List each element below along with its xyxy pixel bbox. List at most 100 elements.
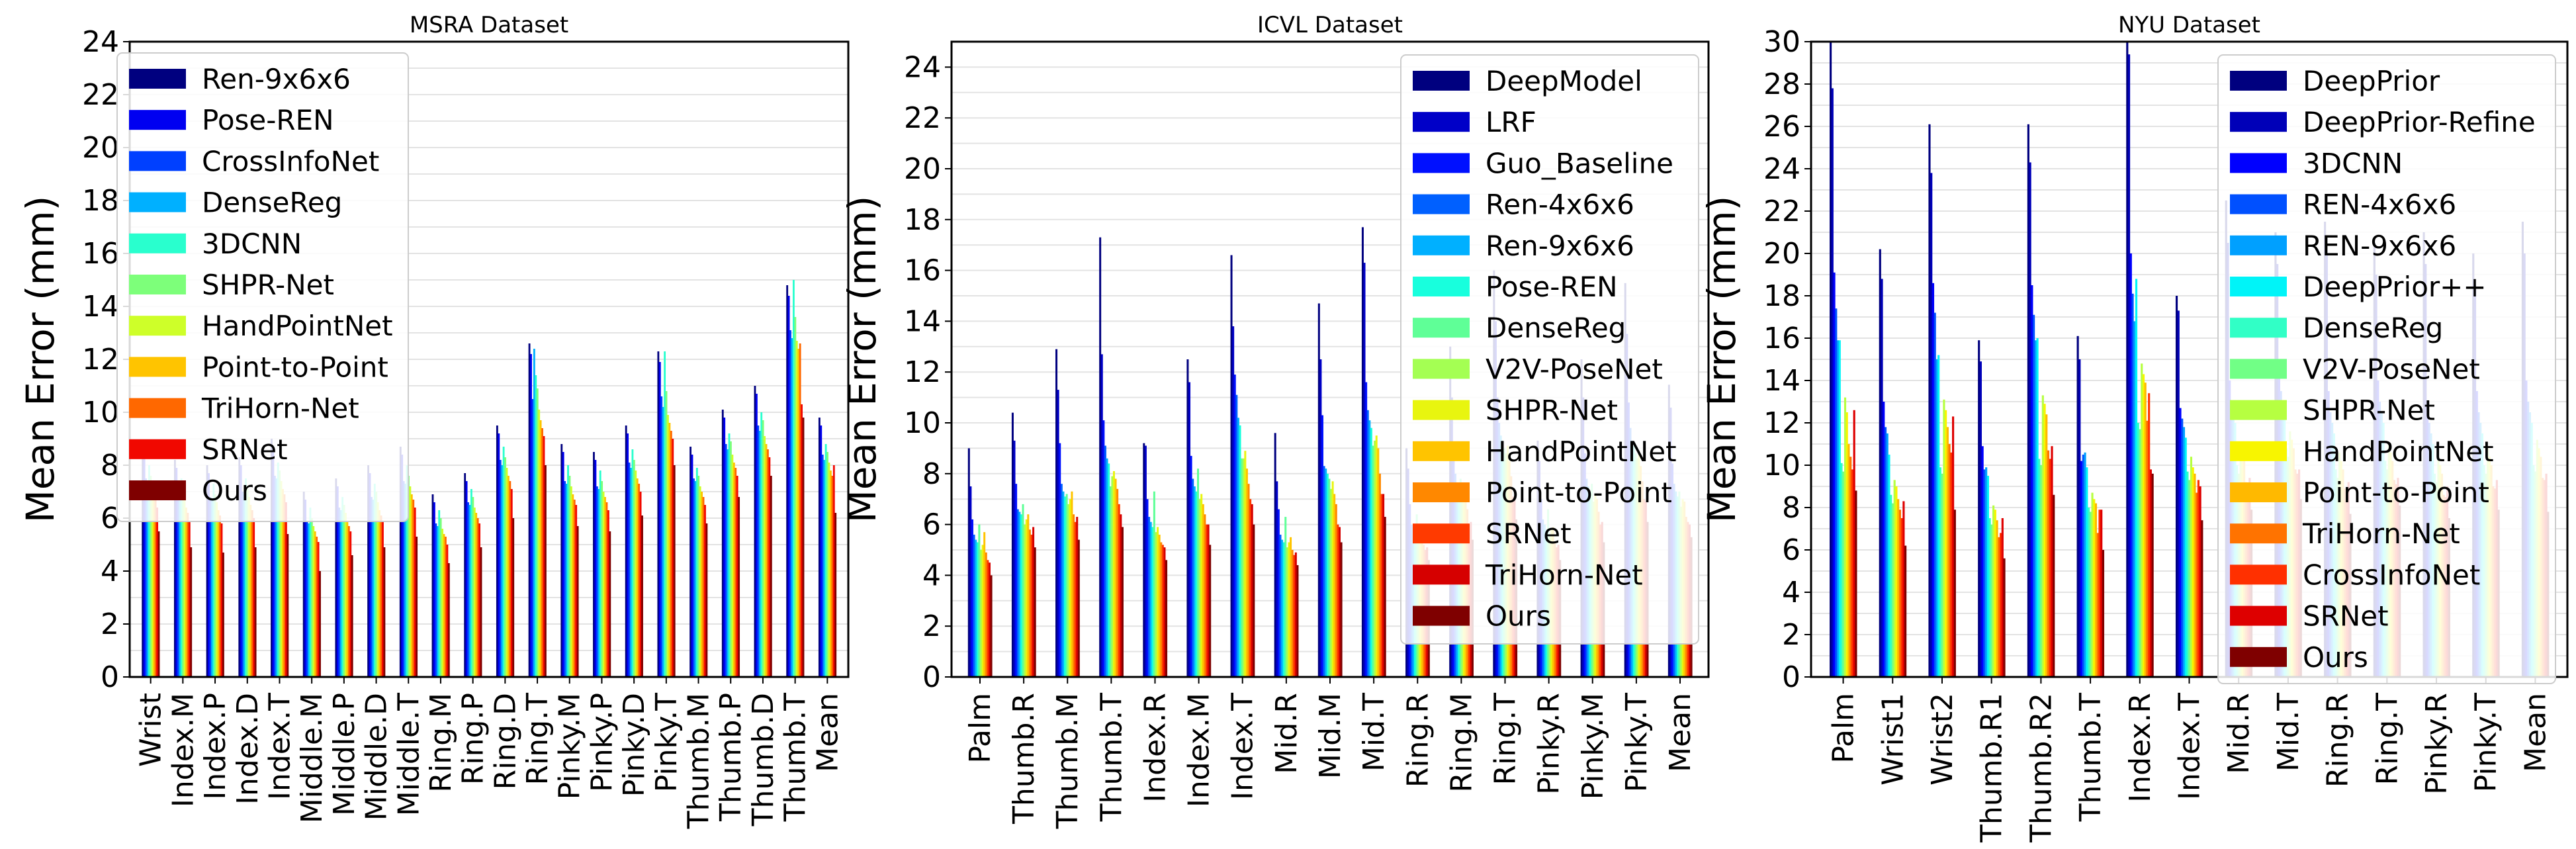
- bar: [2182, 427, 2186, 677]
- bar: [309, 508, 312, 677]
- bar: [731, 455, 734, 677]
- bar: [2080, 461, 2083, 677]
- legend-swatch: [129, 439, 186, 459]
- bar: [1195, 491, 1198, 677]
- bar: [1953, 510, 1956, 677]
- bar: [441, 529, 444, 677]
- bar: [336, 486, 339, 677]
- bar: [1375, 435, 1378, 677]
- bar: [346, 521, 349, 677]
- x-tick-label: Pinky.P: [585, 693, 619, 792]
- bar: [2094, 503, 2098, 677]
- legend-box: [2217, 54, 2556, 684]
- bar: [2076, 335, 2079, 677]
- bar: [1990, 524, 1993, 677]
- legend-label: HandPointNet: [1486, 435, 1677, 468]
- bar: [1160, 542, 1163, 677]
- y-axis-label: Mean Error (mm): [840, 196, 885, 523]
- bar: [2141, 363, 2143, 677]
- legend-label: DenseReg: [202, 187, 342, 219]
- bar: [528, 343, 531, 677]
- bar: [1198, 499, 1201, 677]
- bar: [2197, 480, 2199, 677]
- bar: [1241, 458, 1243, 677]
- bar: [1065, 494, 1068, 677]
- bar: [536, 388, 539, 677]
- bar: [1069, 499, 1071, 677]
- bar: [535, 375, 537, 677]
- bar: [758, 431, 761, 677]
- bar: [190, 547, 193, 677]
- bar: [538, 410, 541, 677]
- bar: [727, 449, 729, 677]
- bar: [1276, 481, 1278, 677]
- bar: [1897, 499, 1900, 677]
- bar: [1296, 565, 1299, 677]
- bar: [1893, 480, 1896, 677]
- bar: [509, 481, 511, 677]
- bar: [438, 510, 441, 677]
- bar: [408, 476, 410, 677]
- bar: [794, 317, 797, 677]
- bar: [596, 486, 598, 677]
- bar: [409, 486, 412, 677]
- x-tick-label: Middle.P: [328, 693, 361, 816]
- x-tick-label: Mean: [811, 693, 844, 772]
- bar: [406, 465, 408, 677]
- bar: [2181, 418, 2184, 677]
- bar: [510, 489, 513, 677]
- x-tick-label: Palm: [1827, 693, 1861, 764]
- bar: [560, 444, 563, 677]
- bar: [496, 425, 498, 677]
- bar: [1340, 542, 1343, 677]
- bar: [238, 457, 241, 677]
- x-tick-label: Ring.R: [1401, 693, 1435, 787]
- bar: [1291, 550, 1294, 677]
- legend-swatch: [1413, 400, 1470, 420]
- bar: [601, 481, 603, 677]
- bar: [1849, 457, 1852, 677]
- bar: [208, 473, 210, 677]
- bar: [351, 555, 353, 677]
- bar: [1337, 524, 1339, 677]
- bar: [699, 486, 701, 677]
- x-tick-label: Index.T: [1226, 693, 1260, 800]
- bar: [2149, 469, 2152, 677]
- bar: [1286, 547, 1288, 677]
- legend-swatch: [129, 69, 186, 89]
- bar: [1840, 463, 1843, 677]
- bar: [2146, 420, 2149, 677]
- bar: [2031, 285, 2033, 677]
- bar: [1028, 529, 1031, 677]
- legend-label: Pose-REN: [202, 104, 334, 136]
- bar: [1188, 382, 1191, 677]
- bar: [631, 449, 634, 677]
- bar: [445, 537, 447, 677]
- bar: [302, 492, 305, 677]
- bar: [173, 460, 176, 677]
- bar: [416, 537, 418, 677]
- bar: [1274, 433, 1276, 677]
- legend-swatch: [2230, 71, 2287, 91]
- bar: [2148, 393, 2151, 677]
- bar: [795, 341, 798, 677]
- bar: [2184, 437, 2187, 677]
- bar: [570, 486, 572, 677]
- x-tick-label: Ring.R: [2321, 693, 2355, 787]
- bar: [1077, 539, 1080, 677]
- bar: [1060, 484, 1063, 677]
- bar: [1886, 433, 1888, 677]
- x-tick-label: Index.P: [199, 693, 232, 800]
- legend-swatch: [2230, 235, 2287, 255]
- bar: [499, 460, 502, 677]
- legend-label: Point-to-Point: [1486, 476, 1672, 509]
- bar: [312, 526, 315, 677]
- legend-swatch: [2230, 647, 2287, 667]
- bar: [1193, 486, 1196, 677]
- chart-title: MSRA Dataset: [410, 12, 568, 38]
- bar: [467, 502, 469, 677]
- y-tick-label: 4: [1782, 576, 1800, 609]
- bar: [1232, 326, 1235, 678]
- bar: [464, 473, 466, 677]
- bar: [1235, 394, 1238, 677]
